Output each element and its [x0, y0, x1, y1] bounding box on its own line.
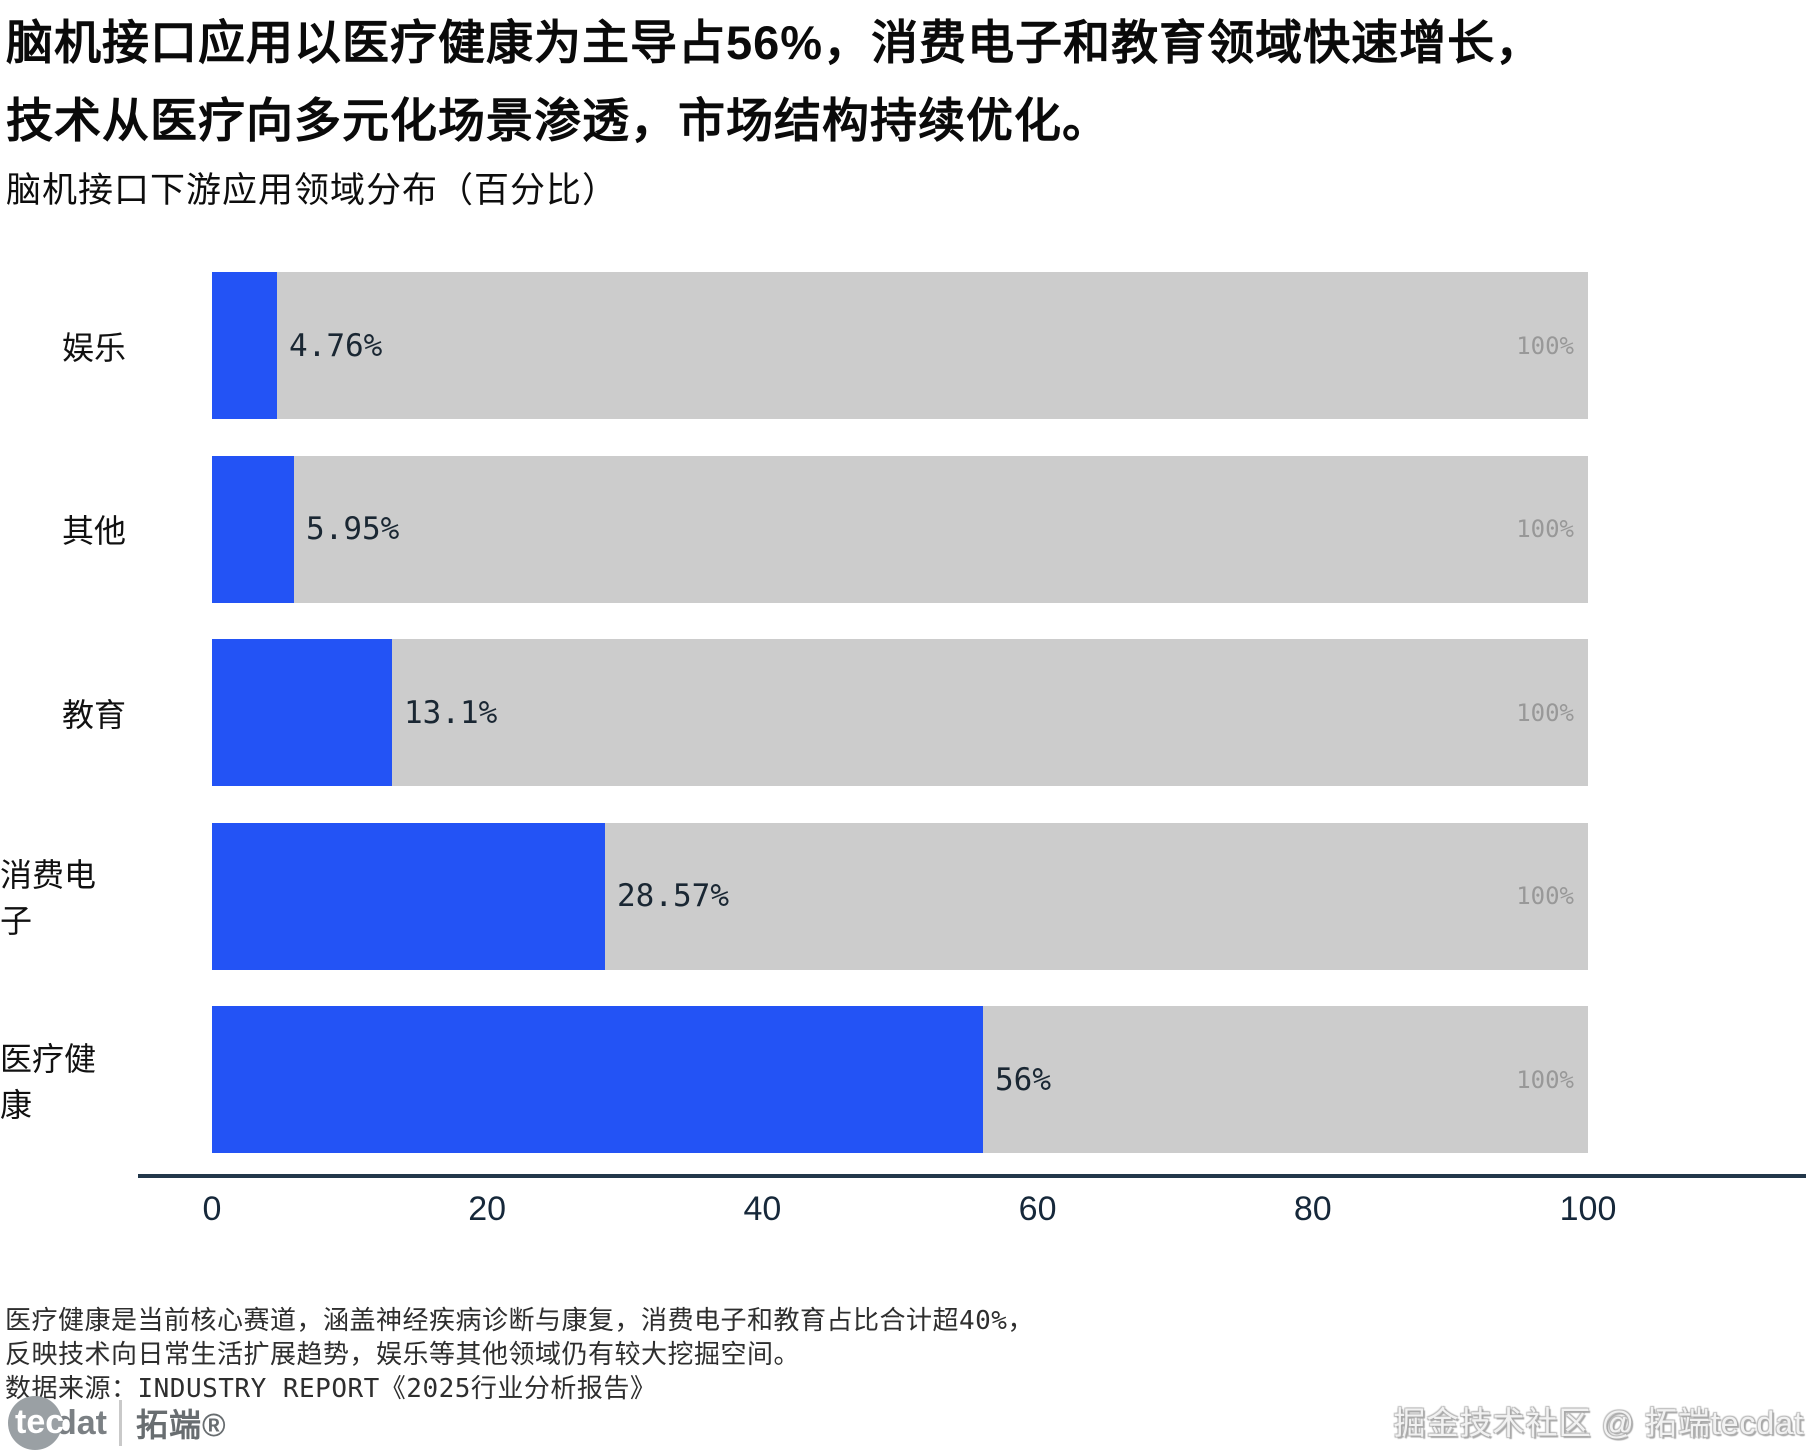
bar-value-label: 28.57% [617, 878, 729, 914]
track-max-label: 100% [1516, 331, 1574, 360]
x-axis-tick-label: 60 [1018, 1190, 1057, 1228]
bar-fill [212, 1006, 983, 1153]
bar-track: 28.57% 100% [212, 822, 1588, 970]
page-title-line1: 脑机接口应用以医疗健康为主导占56%，消费电子和教育领域快速增长， [6, 16, 1544, 69]
x-axis-tick-label: 100 [1559, 1190, 1617, 1228]
bar-value-label: 4.76% [289, 327, 383, 364]
chart-subtitle: 脑机接口下游应用领域分布（百分比） [6, 171, 619, 210]
bar-row: 消费电子 28.57% 100% [0, 822, 1814, 970]
bar-row: 医疗健康 56% 100% [0, 1006, 1814, 1153]
bar-row: 教育 13.1% 100% [0, 639, 1814, 786]
category-label: 消费电子 [0, 857, 97, 939]
category-label: 医疗健康 [0, 1040, 97, 1123]
x-axis-tick-label: 0 [202, 1190, 222, 1228]
bar-value-label: 13.1% [404, 694, 498, 731]
bar-track: 13.1% 100% [212, 639, 1588, 786]
bar-row: 其他 5.95% 100% [0, 455, 1814, 603]
bar-row: 娱乐 4.76% 100% [0, 272, 1814, 419]
bar-fill [212, 822, 605, 970]
x-axis-tick-label: 40 [743, 1190, 782, 1228]
x-axis-tick-label: 80 [1293, 1190, 1332, 1228]
logo-divider [119, 1400, 122, 1446]
bar-fill [212, 455, 294, 603]
data-source-note: 数据来源：INDUSTRY REPORT《2025行业分析报告》 [5, 1374, 657, 1404]
category-label: 教育 [61, 696, 126, 733]
logo-brand-text: 拓端® [136, 1407, 227, 1443]
tecdat-logo: tec dat 拓端® [8, 1396, 227, 1450]
x-axis-line [138, 1174, 1806, 1178]
logo-suffix-text: dat [56, 1403, 107, 1442]
x-axis-tick-label: 20 [468, 1190, 507, 1228]
logo-circle-icon: tec [8, 1396, 65, 1450]
bar-fill [212, 272, 277, 419]
category-label: 娱乐 [61, 329, 126, 366]
bar-track: 56% 100% [212, 1006, 1588, 1153]
footnote-line2: 反映技术向日常生活扩展趋势，娱乐等其他领域仍有较大挖掘空间。 [5, 1340, 801, 1370]
page-title: 脑机接口应用以医疗健康为主导占56%，消费电子和教育领域快速增长， 技术从医疗向多… [6, 4, 1806, 160]
bar-value-label: 5.95% [306, 511, 400, 547]
track-max-label: 100% [1516, 698, 1574, 727]
track-max-label: 100% [1516, 515, 1574, 543]
watermark-text: 掘金技术社区 @ 拓端tecdat [1393, 1405, 1804, 1441]
footnote-line1: 医疗健康是当前核心赛道，涵盖神经疾病诊断与康复，消费电子和教育占比合计超40%， [5, 1306, 1034, 1336]
bar-value-label: 56% [995, 1061, 1051, 1098]
page-title-line2: 技术从医疗向多元化场景渗透，市场结构持续优化。 [6, 94, 1110, 147]
track-max-label: 100% [1516, 882, 1574, 910]
track-max-label: 100% [1516, 1065, 1574, 1094]
logo-circle-text: tec [15, 1403, 65, 1441]
bar-fill [212, 639, 392, 786]
category-label: 其他 [61, 513, 126, 549]
bar-track: 5.95% 100% [212, 455, 1588, 603]
bar-track: 4.76% 100% [212, 272, 1588, 419]
